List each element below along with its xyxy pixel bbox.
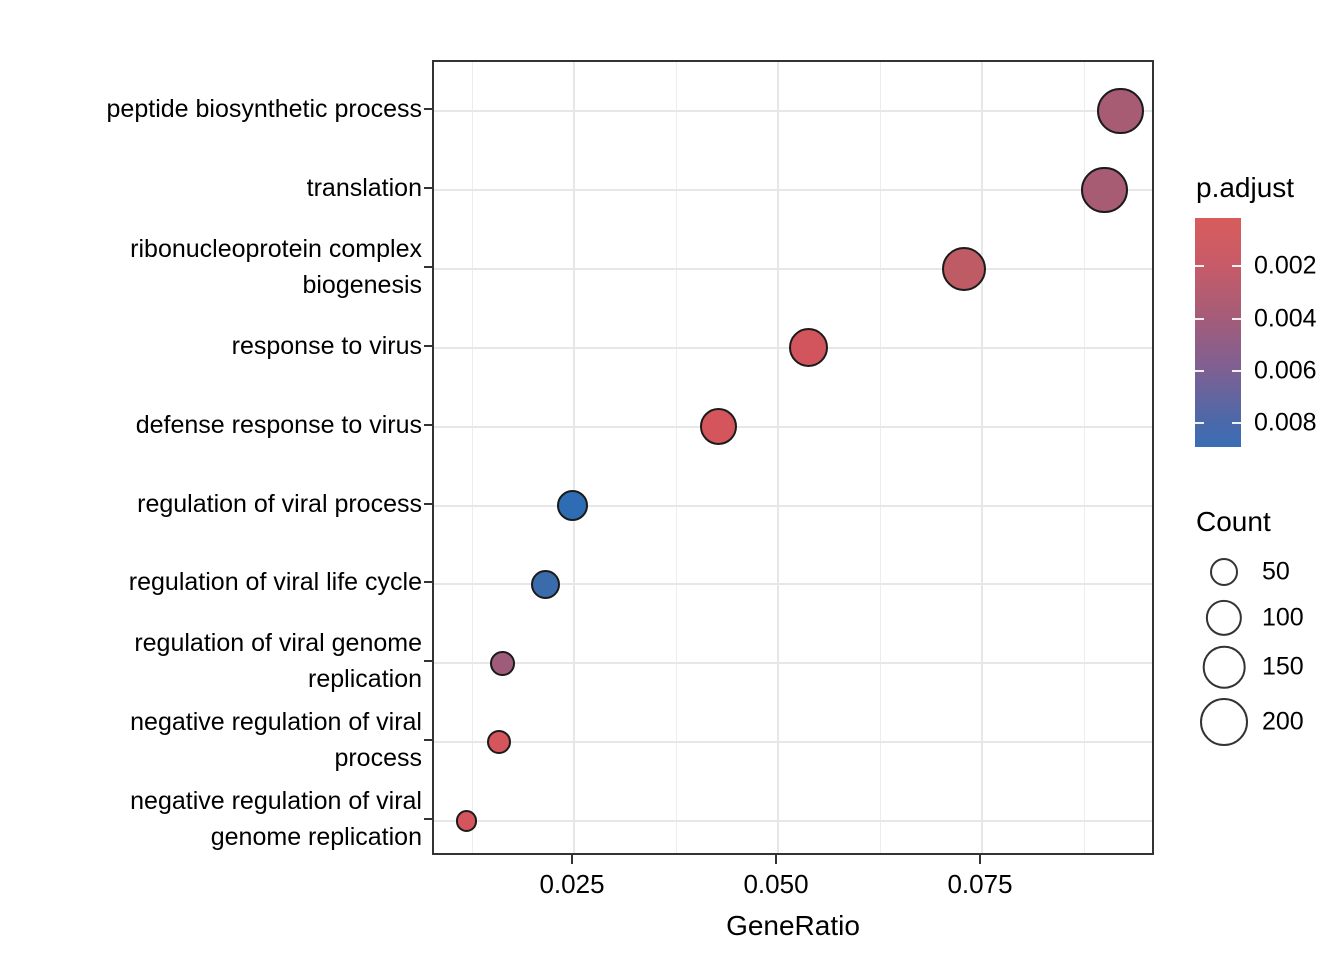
colorbar-tick-left: [1195, 422, 1204, 425]
x-axis-tick-label: 0.025: [539, 869, 605, 899]
y-axis-tick: [424, 739, 432, 742]
count-legend-label: 100: [1262, 603, 1304, 632]
gridline-y-major: [434, 188, 1152, 191]
y-axis-label: regulation of viral process: [137, 489, 422, 518]
y-axis-label: regulation of viral genome replication: [134, 629, 422, 694]
gridline-y-major: [434, 820, 1152, 823]
colorbar-tick-right: [1232, 265, 1241, 268]
y-axis-label: peptide biosynthetic process: [106, 95, 422, 123]
colorbar-tick-right: [1232, 370, 1241, 373]
y-axis-label: negative regulation of viral genome repli…: [130, 787, 422, 852]
y-axis-tick: [424, 344, 432, 347]
x-axis-title: GeneRatio: [726, 910, 860, 941]
y-axis-label: response to virus: [231, 331, 422, 360]
gridline-y-major: [434, 425, 1152, 428]
gridline-y-major: [434, 662, 1152, 665]
data-point-bubble: [941, 246, 987, 291]
y-axis-tick: [424, 581, 432, 584]
gridline-x-minor: [879, 62, 881, 853]
count-legend-label: 50: [1262, 557, 1290, 586]
data-point-bubble: [699, 408, 737, 446]
y-axis-tick: [424, 265, 432, 268]
data-point-bubble: [486, 730, 511, 755]
data-point-bubble: [1081, 166, 1128, 214]
data-point-bubble: [1097, 87, 1145, 135]
data-point-bubble: [530, 569, 561, 600]
gridline-y-major: [434, 110, 1152, 112]
count-legend-circle: [1210, 558, 1238, 586]
data-point-bubble: [788, 328, 828, 368]
count-legend-title: Count: [1196, 506, 1271, 537]
y-axis-tick: [424, 818, 432, 821]
colorbar-tick-left: [1195, 370, 1204, 373]
count-legend-circle: [1205, 599, 1243, 637]
colorbar-tick-label: 0.008: [1254, 408, 1317, 437]
data-point-bubble: [455, 810, 477, 832]
colorbar-tick-label: 0.004: [1254, 304, 1317, 333]
gridline-x-major: [777, 62, 779, 853]
y-axis-tick: [424, 660, 432, 663]
x-axis-tick: [775, 855, 777, 864]
count-legend-circle: [1200, 698, 1248, 746]
padjust-legend-title: p.adjust: [1196, 172, 1295, 203]
gridline-x-major: [573, 62, 575, 853]
y-axis-label: ribonucleoprotein complex biogenesis: [130, 234, 422, 299]
count-legend-label: 150: [1262, 652, 1304, 681]
colorbar-tick-right: [1232, 422, 1241, 425]
gridline-x-minor: [675, 62, 677, 853]
y-axis-label: translation: [306, 173, 422, 202]
x-axis-tick-label: 0.050: [743, 869, 809, 899]
padjust-colorbar: [1195, 218, 1241, 447]
y-axis-label: negative regulation of viral process: [130, 708, 422, 773]
y-axis-tick: [424, 108, 432, 110]
gridline-x-minor: [1083, 62, 1085, 853]
count-legend-circle: [1202, 645, 1246, 689]
x-axis-tick: [979, 855, 981, 864]
data-point-bubble: [556, 489, 589, 522]
x-axis-tick-label: 0.075: [947, 869, 1013, 899]
y-axis-label: regulation of viral life cycle: [128, 568, 422, 597]
gridline-x-minor: [471, 62, 473, 853]
colorbar-tick-label: 0.002: [1254, 251, 1317, 280]
colorbar-tick-left: [1195, 265, 1204, 268]
plot-panel: [432, 60, 1154, 855]
colorbar-tick-right: [1232, 317, 1241, 320]
y-axis-label: defense response to virus: [135, 410, 422, 439]
gridline-y-major: [434, 741, 1152, 744]
data-point-bubble: [489, 650, 515, 676]
gridline-x-major: [981, 62, 983, 853]
count-legend-label: 200: [1262, 707, 1304, 736]
y-axis-tick: [424, 186, 432, 189]
x-axis-tick: [571, 855, 573, 864]
y-axis-tick: [424, 502, 432, 505]
gridline-y-major: [434, 504, 1152, 507]
y-axis-tick: [424, 423, 432, 426]
gridline-y-major: [434, 267, 1152, 270]
colorbar-tick-label: 0.006: [1254, 356, 1317, 385]
gridline-y-major: [434, 583, 1152, 586]
colorbar-tick-left: [1195, 317, 1204, 320]
